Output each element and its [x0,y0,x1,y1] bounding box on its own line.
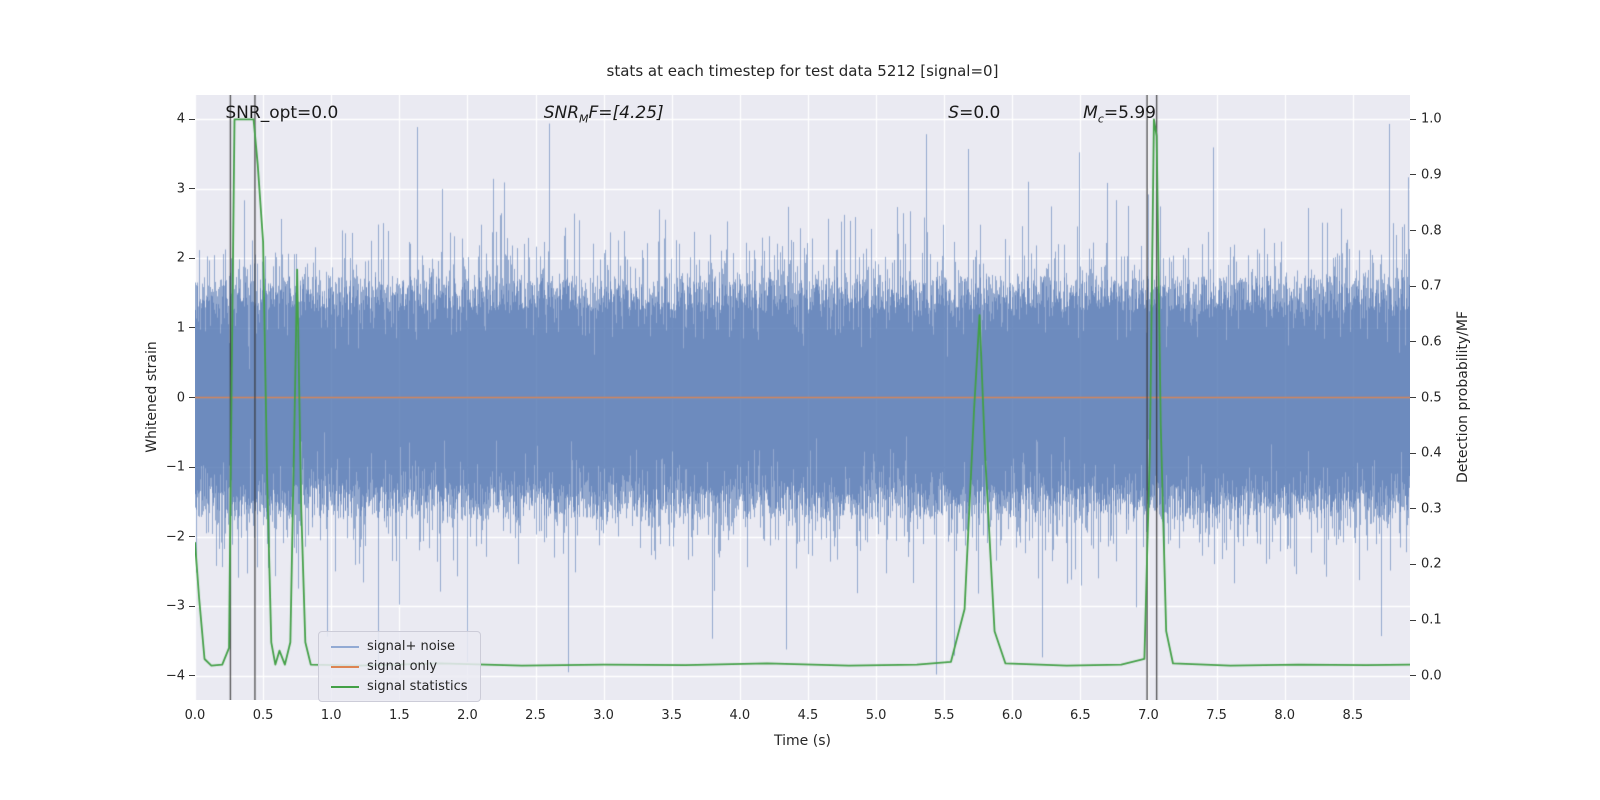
y-left-tick-label: 2 [176,250,185,266]
x-tick-label: 8.0 [1274,708,1296,723]
x-tick-label: 5.0 [865,708,887,723]
y-left-tick-mark [189,536,195,538]
y-left-tick-label: 1 [176,320,185,336]
legend-label: signal+ noise [367,639,456,654]
x-tick-label: 7.5 [1206,708,1227,723]
stat-annotation: Mc=5.99 [1083,103,1156,125]
y-right-tick-label: 0.4 [1421,445,1442,461]
y-right-tick-label: 0.2 [1421,556,1442,572]
y-right-tick-label: 0.6 [1421,334,1442,350]
stat-annotation-part: S [948,103,960,123]
y-right-tick-mark [1410,230,1416,232]
y-right-tick-label: 0.8 [1421,223,1442,239]
x-tick-label: 6.0 [1001,708,1023,723]
x-tick-label: 1.0 [320,708,342,723]
x-tick-label: 0.5 [252,708,274,723]
legend-label: signal statistics [367,679,468,694]
y-right-tick-mark [1410,675,1416,677]
y-left-tick-label: −3 [165,598,185,614]
x-tick-label: 3.0 [593,708,614,723]
x-axis-label: Time (s) [774,733,831,749]
x-tick-label: 4.0 [729,708,751,723]
stat-annotation-part: F=[4.25] [588,103,664,123]
y-right-tick-label: 0.7 [1421,278,1442,294]
y-right-tick-mark [1410,341,1416,343]
y-right-tick-mark [1410,452,1416,454]
y-right-tick-mark [1410,174,1416,176]
y-left-tick-mark [189,605,195,607]
x-tick-label: 2.5 [525,708,546,723]
stat-annotation-part: c [1097,112,1104,126]
x-tick-label: 2.0 [457,708,478,723]
stat-annotation-part: =5.99 [1103,103,1156,123]
x-tick-label: 3.5 [661,708,683,723]
stat-annotation-part: =0.0 [959,103,1001,123]
y-left-tick-mark [189,675,195,677]
y-left-tick-label: 3 [176,181,185,197]
y-left-tick-mark [189,118,195,120]
stat-annotation-part: M [579,112,589,126]
y-left-tick-label: −1 [165,459,185,475]
x-tick-label: 5.5 [933,708,955,723]
x-tick-label: 4.5 [797,708,819,723]
stat-annotation: SNRMF=[4.25] [544,103,664,125]
y-right-tick-label: 0.1 [1421,612,1442,628]
y-left-tick-mark [189,257,195,259]
stat-annotation: S=0.0 [948,103,1000,123]
legend-swatch [331,645,359,648]
x-tick-label: 7.0 [1138,708,1159,723]
legend-item: signal statistics [331,679,468,694]
y-left-tick-label: 4 [176,111,185,127]
y-left-tick-mark [189,397,195,398]
chart-title: stats at each timestep for test data 521… [606,62,999,80]
y-right-tick-label: 1.0 [1421,111,1442,127]
legend-swatch [331,665,359,668]
y-right-tick-mark [1410,397,1416,398]
y-right-tick-mark [1410,619,1416,621]
y-left-tick-mark [189,466,195,468]
legend-item: signal only [331,659,468,674]
y-right-tick-mark [1410,285,1416,287]
y-right-tick-mark [1410,118,1416,120]
stat-annotation-part: M [1083,103,1098,123]
stat-annotation-part: SNR_opt=0.0 [225,103,339,123]
stat-annotation: SNR_opt=0.0 [225,103,338,123]
legend-swatch [331,685,359,688]
y-right-tick-mark [1410,508,1416,510]
y-right-tick-label: 0.3 [1421,501,1442,517]
y-axis-label-right: Detection probability/MF [1455,310,1471,484]
y-left-tick-label: 0 [176,390,185,405]
legend-item: signal+ noise [331,639,468,654]
x-tick-label: 0.0 [184,708,206,723]
legend-label: signal only [367,659,438,674]
chart-canvas [195,95,1410,700]
x-tick-label: 6.5 [1070,708,1091,723]
x-tick-label: 1.5 [388,708,410,723]
y-left-tick-mark [189,188,195,190]
y-right-tick-mark [1410,563,1416,565]
y-left-tick-label: −2 [165,529,185,545]
plot-area [195,95,1410,700]
y-right-tick-label: 0.0 [1421,668,1442,684]
y-right-tick-label: 0.5 [1421,390,1442,405]
x-tick-label: 8.5 [1342,708,1364,723]
y-left-tick-mark [189,327,195,329]
legend: signal+ noise signal only signal statistic… [318,631,481,702]
stat-annotation-part: SNR [543,103,580,123]
y-left-tick-label: −4 [165,668,185,684]
y-right-tick-label: 0.9 [1421,167,1442,183]
